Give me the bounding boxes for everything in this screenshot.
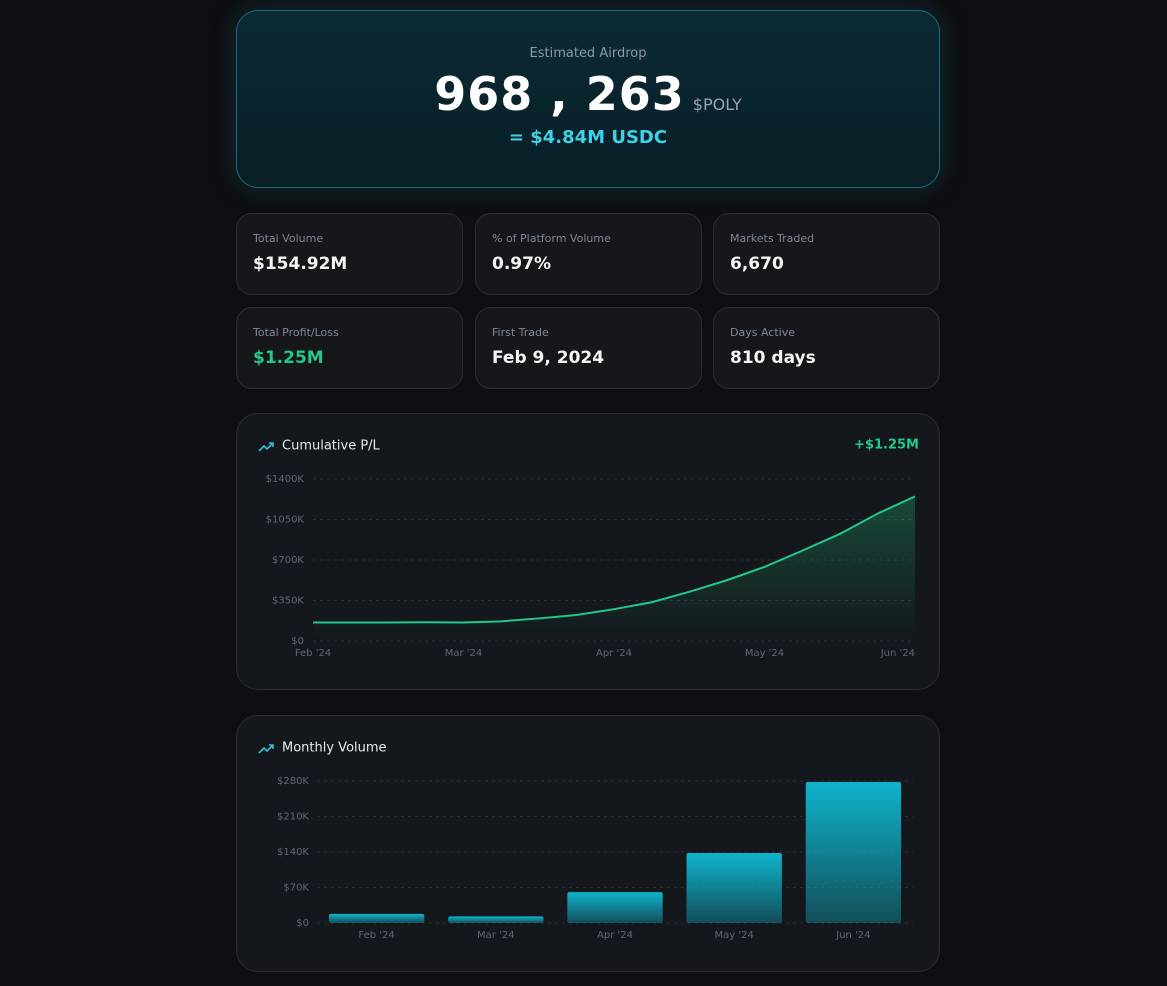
stat-value: 6,670: [730, 254, 784, 274]
stat-card: % of Platform Volume 0.97%: [475, 213, 702, 295]
y-tick-label: $0: [296, 918, 309, 929]
bar: [448, 916, 544, 923]
chart-title: Monthly Volume: [282, 741, 387, 756]
volume-chart: Monthly Volume $0 $70K $140K $210K $280K Feb '…: [258, 741, 913, 941]
stat-label: First Trade: [492, 326, 549, 339]
area-fill: [313, 496, 915, 641]
airdrop-amount-row: 968 , 263 $POLY: [237, 67, 939, 121]
chart-annotation: +$1.25M: [854, 438, 919, 453]
stat-value: 0.97%: [492, 254, 551, 274]
stat-card: First Trade Feb 9, 2024: [475, 307, 702, 389]
stat-card: Markets Traded 6,670: [713, 213, 940, 295]
stat-card: Total Volume $154.92M: [236, 213, 463, 295]
airdrop-card: Estimated Airdrop 968 , 263 $POLY = $4.84…: [236, 10, 940, 188]
x-tick-label: May '24: [745, 648, 784, 659]
y-tick-label: $1400K: [266, 474, 305, 485]
y-tick-label: $1050K: [266, 515, 305, 526]
stat-label: Total Profit/Loss: [253, 326, 339, 339]
stat-label: Total Volume: [253, 232, 324, 245]
bar: [805, 782, 902, 923]
chart-title: Cumulative P/L: [282, 439, 381, 454]
x-tick-label: Jun '24: [835, 930, 870, 941]
stat-value: $154.92M: [253, 254, 348, 274]
stat-label: % of Platform Volume: [492, 232, 611, 245]
y-tick-label: $140K: [277, 847, 309, 858]
y-tick-label: $0: [291, 636, 304, 647]
stat-value: Feb 9, 2024: [492, 348, 605, 368]
stat-label: Days Active: [730, 326, 795, 339]
trend-icon: [258, 442, 274, 452]
stat-label: Markets Traded: [730, 232, 815, 245]
x-tick-label: Mar '24: [477, 930, 515, 941]
pl-card: Cumulative P/L +$1.25M $0 $350K $700K $1050K $…: [236, 413, 940, 690]
y-tick-label: $70K: [283, 883, 309, 894]
y-tick-label: $280K: [277, 776, 309, 787]
bar: [328, 913, 425, 923]
usdc-value: = $4.84M USDC: [508, 127, 668, 148]
x-tick-label: Apr '24: [596, 648, 632, 659]
bar: [686, 853, 782, 923]
stat-card: Total Profit/Loss $1.25M: [236, 307, 463, 389]
pl-chart: Cumulative P/L +$1.25M $0 $350K $700K $1050K $…: [258, 438, 919, 659]
x-tick-label: Jun '24: [880, 648, 915, 659]
bar: [567, 892, 663, 923]
x-tick-label: Feb '24: [295, 648, 331, 659]
x-tick-label: Mar '24: [445, 648, 483, 659]
x-tick-label: Feb '24: [358, 930, 394, 941]
airdrop-amount: 968 , 263: [434, 67, 685, 121]
x-tick-label: May '24: [715, 930, 754, 941]
stat-value: 810 days: [730, 348, 816, 368]
airdrop-label: Estimated Airdrop: [529, 46, 647, 61]
x-tick-label: Apr '24: [597, 930, 633, 941]
y-tick-label: $700K: [272, 555, 304, 566]
trend-icon: [258, 744, 274, 754]
stat-value: $1.25M: [253, 348, 324, 368]
y-tick-label: $350K: [272, 596, 304, 607]
token: $POLY: [692, 95, 742, 114]
y-tick-label: $210K: [277, 812, 309, 823]
volume-card: Monthly Volume $0 $70K $140K $210K $280K Feb '…: [236, 715, 940, 972]
stat-card: Days Active 810 days: [713, 307, 940, 389]
pl-line: [313, 495, 916, 624]
